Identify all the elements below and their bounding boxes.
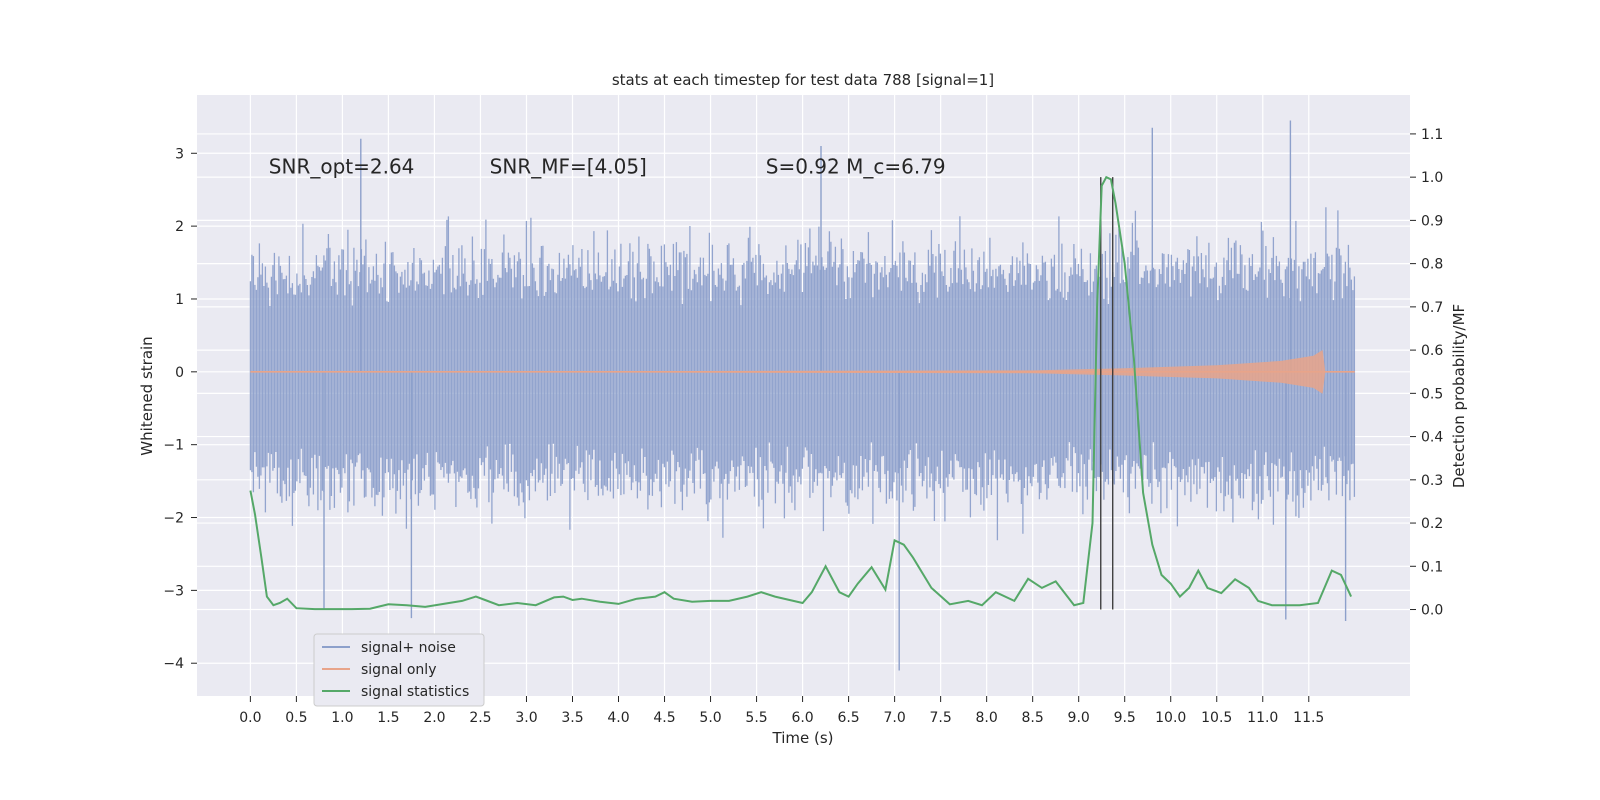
y-right-tick-label: 1.0 xyxy=(1421,170,1443,186)
y-right-tick-label: 0.8 xyxy=(1421,257,1443,273)
y-right-tick-label: 0.6 xyxy=(1421,343,1443,359)
x-tick-label: 11.0 xyxy=(1247,710,1278,726)
signal-only-envelope xyxy=(250,350,1326,394)
x-tick-label: 1.5 xyxy=(377,710,399,726)
y-right-tick-label: 0.5 xyxy=(1421,386,1443,402)
x-tick-label: 0.0 xyxy=(239,710,261,726)
x-tick-label: 7.0 xyxy=(883,710,905,726)
y-left-tick-label: 2 xyxy=(175,219,184,235)
y-left-tick-label: 0 xyxy=(175,365,184,381)
x-axis-label: Time (s) xyxy=(772,729,834,747)
annotation: S=0.92 M_c=6.79 xyxy=(766,155,946,179)
y-right-tick-label: 0.0 xyxy=(1421,603,1443,619)
legend-box xyxy=(313,633,485,707)
x-tick-label: 4.0 xyxy=(607,710,629,726)
y-left-tick-label: 1 xyxy=(175,292,184,308)
x-tick-label: 6.5 xyxy=(837,710,859,726)
y-left-tick-label: −4 xyxy=(163,656,184,672)
x-tick-label: 3.5 xyxy=(561,710,583,726)
x-tick-label: 10.5 xyxy=(1201,710,1232,726)
y-right-tick-label: 0.1 xyxy=(1421,559,1443,575)
x-tick-label: 4.5 xyxy=(653,710,675,726)
x-tick-label: 2.0 xyxy=(423,710,445,726)
noise-trace xyxy=(249,207,1356,541)
x-tick-label: 0.5 xyxy=(285,710,307,726)
x-tick-label: 9.5 xyxy=(1114,710,1136,726)
x-tick-label: 1.0 xyxy=(331,710,353,726)
y-left-axis-label: Whitened strain xyxy=(138,336,156,455)
x-tick-label: 5.5 xyxy=(745,710,767,726)
y-left-axis-ticks: 3 2 1 0 −1 −2 −3 −4 xyxy=(163,146,197,672)
chart-title: stats at each timestep for test data 788… xyxy=(612,71,994,89)
legend-label: signal+ noise xyxy=(361,640,456,656)
legend: signal+ noise signal only signal statistic… xyxy=(313,633,485,707)
x-tick-label: 11.5 xyxy=(1293,710,1324,726)
x-tick-label: 9.0 xyxy=(1068,710,1090,726)
x-tick-label: 8.5 xyxy=(1022,710,1044,726)
annotation: SNR_MF=[4.05] xyxy=(490,155,647,179)
y-left-tick-label: −2 xyxy=(163,511,184,527)
vertical-markers xyxy=(1100,177,1114,610)
y-right-tick-label: 0.3 xyxy=(1421,473,1443,489)
series-signal-plus-noise xyxy=(249,120,1356,671)
noise-extremes xyxy=(323,120,1347,671)
series-signal-only xyxy=(250,350,1355,394)
legend-label: signal only xyxy=(361,662,436,678)
annotations: SNR_opt=2.64 SNR_MF=[4.05] S=0.92 M_c=6.79 xyxy=(269,155,946,179)
y-right-tick-label: 0.2 xyxy=(1421,516,1443,532)
y-right-tick-label: 1.1 xyxy=(1421,127,1443,143)
x-tick-label: 10.0 xyxy=(1155,710,1186,726)
y-left-tick-label: 3 xyxy=(175,146,184,162)
series-signal-statistics xyxy=(249,175,1353,611)
y-left-tick-label: −3 xyxy=(163,583,184,599)
x-tick-label: 2.5 xyxy=(469,710,491,726)
x-tick-label: 8.0 xyxy=(976,710,998,726)
y-right-axis-ticks: 1.1 1.0 0.9 0.8 0.7 0.6 0.5 0.4 0.3 0.2 0.1 0.0 xyxy=(1410,127,1443,619)
y-left-tick-label: −1 xyxy=(163,438,184,454)
x-tick-label: 3.0 xyxy=(515,710,537,726)
statistics-line xyxy=(249,175,1353,611)
legend-label: signal statistics xyxy=(361,684,469,700)
y-right-tick-label: 0.4 xyxy=(1421,430,1443,446)
x-tick-label: 5.0 xyxy=(699,710,721,726)
x-axis-ticks: 0.0 0.5 1.0 1.5 2.0 2.5 3.0 3.5 4.0 4.5 5.0 5.5 6.0 6… xyxy=(239,696,1324,726)
y-right-axis-label: Detection probability/MF xyxy=(1450,304,1468,488)
y-right-tick-label: 0.7 xyxy=(1421,300,1443,316)
y-right-tick-label: 0.9 xyxy=(1421,213,1443,229)
x-tick-label: 6.0 xyxy=(791,710,813,726)
x-tick-label: 7.5 xyxy=(929,710,951,726)
annotation: SNR_opt=2.64 xyxy=(269,155,415,179)
